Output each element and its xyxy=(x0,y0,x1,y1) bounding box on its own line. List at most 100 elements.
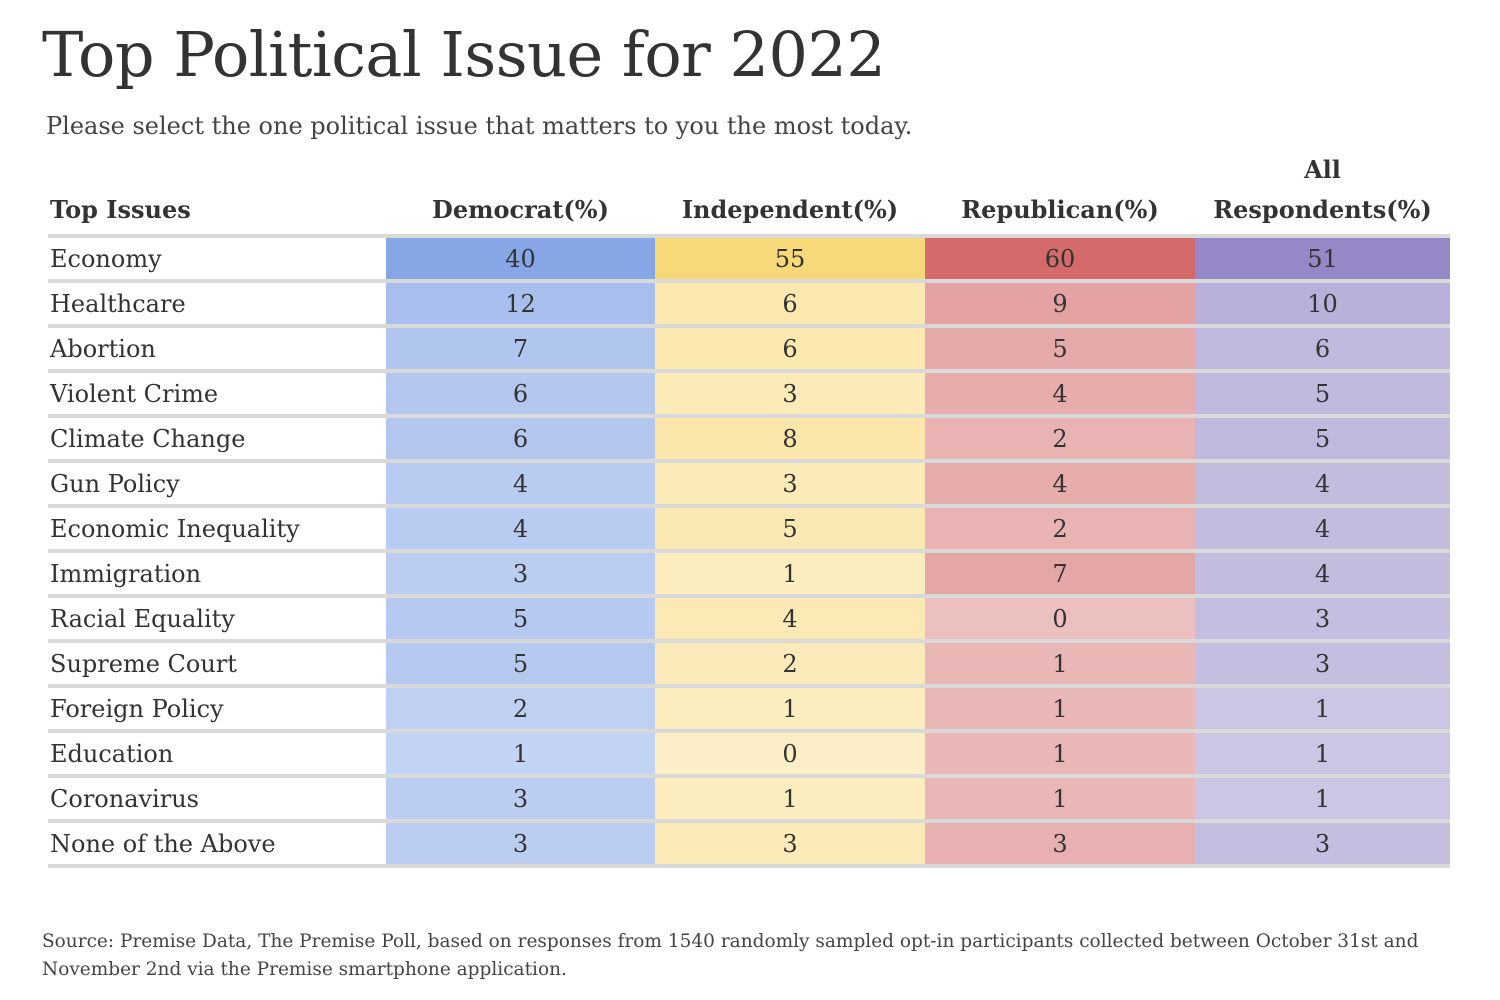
table-row: Violent Crime 6 3 4 5 xyxy=(48,371,1450,418)
cell-all-respondents: 1 xyxy=(1195,776,1450,823)
table-body: Economy 40 55 60 51 Healthcare 12 6 9 10 Abortion 7… xyxy=(48,236,1450,868)
cell-independent: 3 xyxy=(655,461,925,508)
cell-independent: 8 xyxy=(655,416,925,463)
cell-democrat: 3 xyxy=(386,821,655,868)
cell-all-respondents: 10 xyxy=(1195,281,1450,328)
issue-label: Abortion xyxy=(48,326,386,373)
issue-label: Economic Inequality xyxy=(48,506,386,553)
cell-democrat: 12 xyxy=(386,281,655,328)
header-all-respondents: All Respondents(%) xyxy=(1195,150,1450,238)
cell-republican: 4 xyxy=(925,371,1195,418)
cell-all-respondents: 51 xyxy=(1195,236,1450,283)
table-row: Education 1 0 1 1 xyxy=(48,731,1450,778)
cell-independent: 3 xyxy=(655,371,925,418)
cell-republican: 7 xyxy=(925,551,1195,598)
issue-label: Climate Change xyxy=(48,416,386,463)
cell-democrat: 3 xyxy=(386,551,655,598)
cell-all-respondents: 4 xyxy=(1195,461,1450,508)
issue-label: Gun Policy xyxy=(48,461,386,508)
issues-table-container: Top Issues Democrat(%) Independent(%) Repub… xyxy=(48,150,1450,868)
header-top-issues: Top Issues xyxy=(48,150,386,238)
header-label-line: Top Issues xyxy=(50,195,191,224)
cell-all-respondents: 1 xyxy=(1195,686,1450,733)
cell-republican: 9 xyxy=(925,281,1195,328)
cell-all-respondents: 1 xyxy=(1195,731,1450,778)
cell-democrat: 3 xyxy=(386,776,655,823)
cell-democrat: 7 xyxy=(386,326,655,373)
table-row: Economic Inequality 4 5 2 4 xyxy=(48,506,1450,553)
table-header: Top Issues Democrat(%) Independent(%) Repub… xyxy=(48,150,1450,238)
issue-label: Foreign Policy xyxy=(48,686,386,733)
cell-republican: 60 xyxy=(925,236,1195,283)
issue-label: Education xyxy=(48,731,386,778)
cell-republican: 3 xyxy=(925,821,1195,868)
cell-democrat: 2 xyxy=(386,686,655,733)
cell-republican: 0 xyxy=(925,596,1195,643)
cell-democrat: 40 xyxy=(386,236,655,283)
cell-republican: 1 xyxy=(925,731,1195,778)
issue-label: Immigration xyxy=(48,551,386,598)
cell-democrat: 6 xyxy=(386,371,655,418)
chart-subtitle: Please select the one political issue th… xyxy=(46,112,913,140)
issue-label: Supreme Court xyxy=(48,641,386,688)
header-label-line: All xyxy=(1304,155,1341,184)
cell-all-respondents: 4 xyxy=(1195,551,1450,598)
header-label-line: Independent(%) xyxy=(681,195,899,224)
cell-republican: 1 xyxy=(925,686,1195,733)
cell-independent: 4 xyxy=(655,596,925,643)
table-row: Coronavirus 3 1 1 1 xyxy=(48,776,1450,823)
header-label-line: Republican(%) xyxy=(961,195,1159,224)
cell-republican: 1 xyxy=(925,776,1195,823)
cell-all-respondents: 3 xyxy=(1195,641,1450,688)
source-note: Source: Premise Data, The Premise Poll, … xyxy=(42,931,1419,980)
table-row: Economy 40 55 60 51 xyxy=(48,236,1450,283)
cell-all-respondents: 3 xyxy=(1195,821,1450,868)
table-row: None of the Above 3 3 3 3 xyxy=(48,821,1450,868)
cell-republican: 2 xyxy=(925,506,1195,553)
table-row: Abortion 7 6 5 6 xyxy=(48,326,1450,373)
cell-democrat: 6 xyxy=(386,416,655,463)
cell-democrat: 5 xyxy=(386,641,655,688)
cell-independent: 1 xyxy=(655,686,925,733)
chart-title: Top Political Issue for 2022 xyxy=(42,18,886,91)
cell-republican: 2 xyxy=(925,416,1195,463)
cell-republican: 5 xyxy=(925,326,1195,373)
cell-independent: 6 xyxy=(655,281,925,328)
cell-independent: 1 xyxy=(655,551,925,598)
cell-independent: 0 xyxy=(655,731,925,778)
header-label-line: Respondents(%) xyxy=(1213,195,1432,224)
table-row: Foreign Policy 2 1 1 1 xyxy=(48,686,1450,733)
header-democrat: Democrat(%) xyxy=(386,150,655,238)
cell-republican: 1 xyxy=(925,641,1195,688)
cell-all-respondents: 4 xyxy=(1195,506,1450,553)
cell-republican: 4 xyxy=(925,461,1195,508)
cell-independent: 55 xyxy=(655,236,925,283)
header-label-line: Democrat(%) xyxy=(432,195,609,224)
cell-democrat: 4 xyxy=(386,461,655,508)
table-row: Healthcare 12 6 9 10 xyxy=(48,281,1450,328)
cell-all-respondents: 3 xyxy=(1195,596,1450,643)
header-row: Top Issues Democrat(%) Independent(%) Repub… xyxy=(48,150,1450,238)
cell-democrat: 4 xyxy=(386,506,655,553)
issue-label: Racial Equality xyxy=(48,596,386,643)
issue-label: Coronavirus xyxy=(48,776,386,823)
table-row: Racial Equality 5 4 0 3 xyxy=(48,596,1450,643)
table-row: Immigration 3 1 7 4 xyxy=(48,551,1450,598)
cell-all-respondents: 5 xyxy=(1195,371,1450,418)
header-republican: Republican(%) xyxy=(925,150,1195,238)
table-row: Gun Policy 4 3 4 4 xyxy=(48,461,1450,508)
cell-independent: 6 xyxy=(655,326,925,373)
cell-independent: 2 xyxy=(655,641,925,688)
issues-table: Top Issues Democrat(%) Independent(%) Repub… xyxy=(48,150,1450,868)
header-independent: Independent(%) xyxy=(655,150,925,238)
table-row: Supreme Court 5 2 1 3 xyxy=(48,641,1450,688)
cell-democrat: 1 xyxy=(386,731,655,778)
cell-independent: 1 xyxy=(655,776,925,823)
issue-label: Healthcare xyxy=(48,281,386,328)
cell-all-respondents: 5 xyxy=(1195,416,1450,463)
cell-democrat: 5 xyxy=(386,596,655,643)
issue-label: None of the Above xyxy=(48,821,386,868)
table-row: Climate Change 6 8 2 5 xyxy=(48,416,1450,463)
cell-all-respondents: 6 xyxy=(1195,326,1450,373)
issue-label: Economy xyxy=(48,236,386,283)
